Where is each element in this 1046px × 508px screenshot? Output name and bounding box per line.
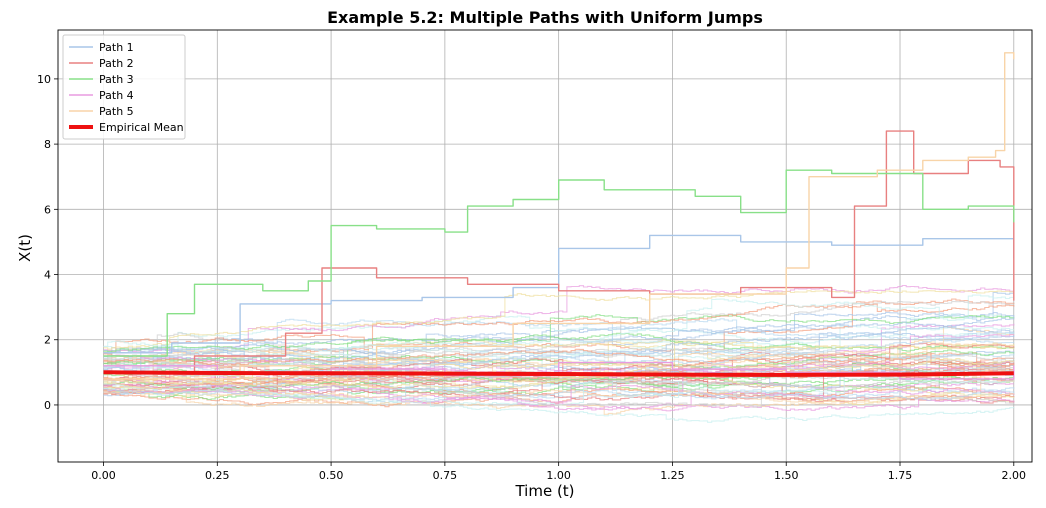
legend-box: [62, 34, 186, 140]
background-path: [103, 388, 1015, 401]
series-layer: [103, 52, 1015, 380]
legend-label: Path 3: [99, 73, 134, 86]
x-tick-label: 0.25: [205, 469, 230, 482]
series-line-empirical-mean: [103, 370, 1014, 377]
legend-label: Path 2: [99, 57, 134, 70]
legend-label: Empirical Mean: [99, 121, 184, 134]
background-path: [103, 321, 1015, 354]
x-axis-label: Time (t): [514, 482, 574, 500]
y-tick-label: 6: [44, 203, 51, 216]
x-tick-label: 1.50: [774, 469, 799, 482]
axes: 0.00 0.25 0.50 0.75 1.00 1.25 1.50 1.75 2.00 0 2 4 6…: [37, 29, 1033, 482]
y-axis-label: X(t): [16, 234, 34, 262]
background-path: [103, 314, 1015, 366]
x-tick-label: 1.75: [888, 469, 913, 482]
background-path: [103, 314, 1015, 351]
background-path: [103, 289, 1015, 350]
legend: Path 1 Path 2 Path 3 Path 4 Path 5 Empirical …: [62, 34, 186, 140]
axes-frame: [57, 29, 1033, 463]
x-tick-label: 1.00: [546, 469, 571, 482]
x-tick-label: 1.25: [660, 469, 685, 482]
y-tick-label: 8: [44, 138, 51, 151]
x-tick-label: 0.50: [319, 469, 344, 482]
x-tick-label: 2.00: [1002, 469, 1027, 482]
legend-label: Path 5: [99, 105, 134, 118]
grid: [58, 30, 1032, 462]
legend-label: Path 4: [99, 89, 134, 102]
series-line-path-3: [103, 169, 1015, 357]
x-tick-label: 0.00: [91, 469, 116, 482]
chart-title: Example 5.2: Multiple Paths with Uniform…: [327, 8, 763, 27]
background-path: [103, 342, 1015, 393]
series-line-path-5: [103, 52, 1015, 380]
background-path: [103, 318, 1015, 361]
background-path: [103, 325, 1015, 393]
background-path: [103, 348, 1015, 367]
legend-label: Path 1: [99, 41, 134, 54]
x-tick-label: 0.75: [433, 469, 458, 482]
background-path: [103, 332, 1015, 352]
y-tick-label: 0: [44, 399, 51, 412]
y-tick-label: 10: [37, 73, 51, 86]
y-tick-label: 2: [44, 334, 51, 347]
y-tick-label: 4: [44, 269, 51, 282]
background-path: [103, 342, 1015, 384]
